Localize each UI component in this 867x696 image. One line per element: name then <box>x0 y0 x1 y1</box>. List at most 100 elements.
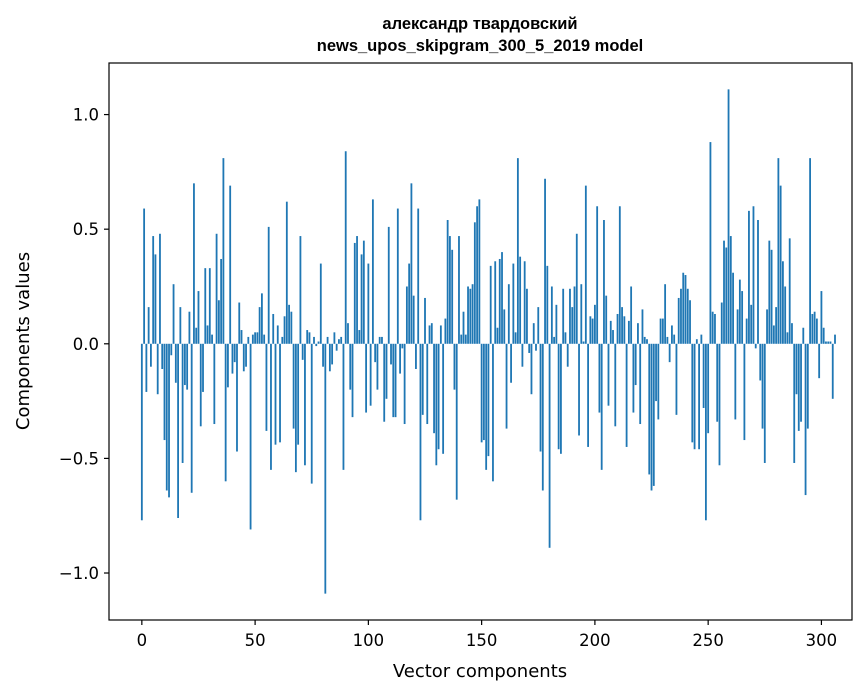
bar <box>532 323 535 344</box>
bar <box>793 343 796 463</box>
bar <box>566 343 569 367</box>
bar <box>313 336 315 344</box>
bar <box>424 297 426 344</box>
bar <box>433 343 435 434</box>
bar <box>652 343 655 486</box>
bar <box>279 343 281 443</box>
bar <box>521 343 524 367</box>
bar <box>702 343 705 408</box>
bar <box>258 307 261 344</box>
bar <box>444 318 447 344</box>
bar <box>659 318 662 344</box>
bar <box>815 318 818 344</box>
bar <box>304 343 306 466</box>
bar <box>519 256 522 344</box>
bar <box>507 284 510 344</box>
bar <box>140 343 143 521</box>
bar <box>482 343 485 441</box>
bar <box>562 288 565 344</box>
bar <box>745 318 748 344</box>
bar <box>492 343 494 482</box>
y-tick-label: 1.0 <box>73 106 99 125</box>
bar <box>177 343 179 518</box>
bar <box>729 236 732 344</box>
bar <box>265 343 268 431</box>
bar <box>800 343 802 422</box>
bar <box>174 343 177 383</box>
bar <box>394 343 397 418</box>
bar <box>550 286 553 344</box>
bar <box>673 334 676 344</box>
bar <box>240 330 243 344</box>
bar <box>242 343 245 372</box>
bar <box>362 240 365 344</box>
bar <box>553 336 556 344</box>
bar <box>834 334 836 344</box>
bar <box>471 284 474 344</box>
bar <box>523 261 526 344</box>
bar <box>772 325 775 344</box>
bar <box>150 343 152 367</box>
bar <box>766 309 768 344</box>
bar <box>718 343 721 466</box>
bar <box>797 343 800 431</box>
bar <box>199 343 202 427</box>
bar <box>405 286 408 344</box>
bar <box>695 339 698 344</box>
bar <box>738 279 741 344</box>
bar <box>319 263 322 344</box>
bar <box>714 313 716 344</box>
bar <box>795 343 798 395</box>
bar <box>605 295 608 344</box>
bar <box>396 208 399 344</box>
bar <box>152 236 155 344</box>
bar <box>227 343 229 388</box>
y-tick-label: 0.5 <box>73 220 99 239</box>
bar <box>573 286 576 344</box>
bar <box>204 268 207 344</box>
bar <box>419 343 422 521</box>
bar <box>770 249 773 344</box>
bar <box>582 341 585 344</box>
bar <box>494 261 497 344</box>
bar <box>163 343 166 441</box>
bar <box>374 343 377 363</box>
bar <box>539 343 542 452</box>
bar <box>501 252 503 344</box>
bar <box>829 341 832 344</box>
bar <box>403 343 406 425</box>
bar <box>147 307 150 344</box>
bar <box>247 336 250 344</box>
bar <box>578 343 580 436</box>
bar <box>584 185 587 344</box>
bar <box>618 206 621 344</box>
chart-subtitle: news_upos_skipgram_300_5_2019 model <box>317 37 644 55</box>
bar <box>238 302 241 344</box>
bar <box>356 236 358 344</box>
bar <box>546 265 549 344</box>
bar <box>637 323 639 344</box>
bar <box>455 343 458 500</box>
bar <box>646 339 648 344</box>
y-tick-label: −0.5 <box>59 449 99 468</box>
bar <box>655 343 657 402</box>
chart-title: александр твардовский <box>382 15 577 33</box>
bar <box>387 226 390 344</box>
bar <box>596 206 599 344</box>
bar <box>641 309 644 344</box>
y-axis-label: Components values <box>13 252 34 430</box>
bar <box>485 343 488 470</box>
y-axis: −1.0 −0.5 0.0 0.5 1.0 <box>59 106 109 583</box>
bar <box>666 336 669 344</box>
bar <box>677 297 680 344</box>
bar <box>489 265 492 344</box>
bars-group <box>140 89 836 594</box>
bar <box>768 240 771 344</box>
bar <box>512 263 515 344</box>
bar <box>818 343 821 379</box>
bar <box>335 343 338 351</box>
bar <box>600 343 603 470</box>
bar <box>462 311 465 344</box>
bar <box>614 343 617 427</box>
bar <box>415 343 417 369</box>
